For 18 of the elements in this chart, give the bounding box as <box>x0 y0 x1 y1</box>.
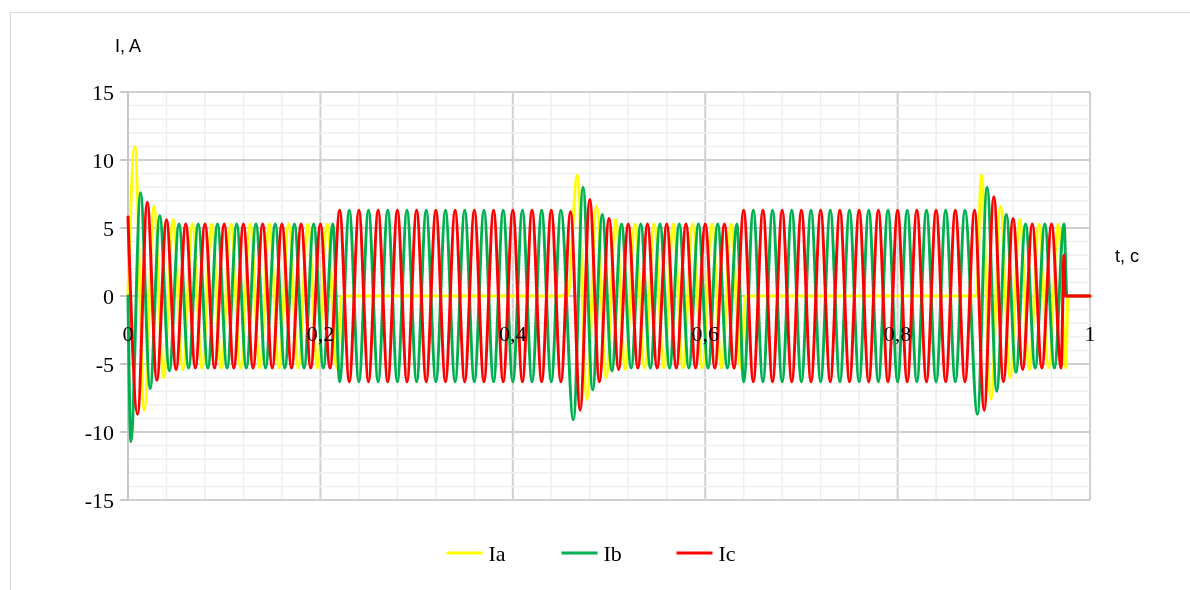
x-axis-title: t, c <box>1115 246 1140 266</box>
legend-label: Ic <box>718 540 736 566</box>
y-axis-title: I, A <box>115 36 142 56</box>
y-tick-label: 10 <box>92 147 114 173</box>
y-tick-label: -10 <box>84 419 114 445</box>
y-tick-label: -15 <box>84 487 114 513</box>
x-tick-label: 0,6 <box>691 320 719 346</box>
legend-label: Ib <box>603 540 622 566</box>
x-tick-label: 0,8 <box>883 320 912 346</box>
x-tick-label: 1 <box>1084 320 1096 346</box>
legend-label: Ia <box>488 540 506 566</box>
x-tick-label: 0,2 <box>306 320 335 346</box>
y-tick-label: -5 <box>95 351 114 377</box>
y-tick-label: 5 <box>103 215 114 241</box>
x-tick-label: 0 <box>122 320 134 346</box>
x-tick-label: 0,4 <box>499 320 527 346</box>
y-tick-label: 15 <box>92 79 114 105</box>
y-tick-label: 0 <box>103 283 114 309</box>
